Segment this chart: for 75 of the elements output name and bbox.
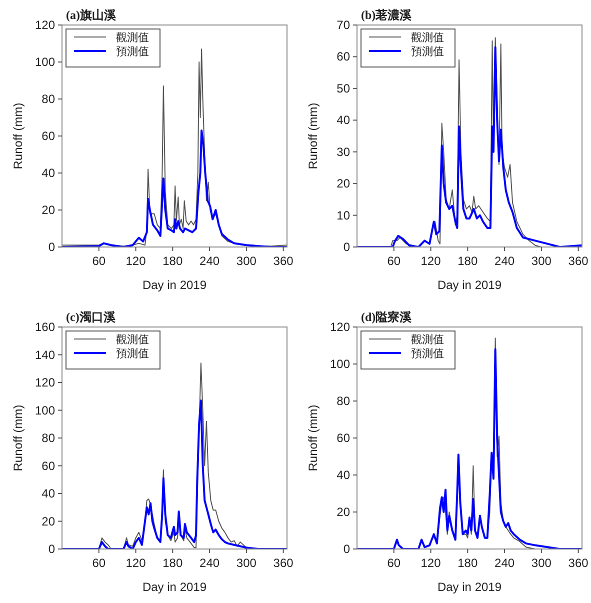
x-tick-label: 300 xyxy=(236,556,257,570)
y-tick-label: 20 xyxy=(42,514,56,528)
legend-label: 觀測值 xyxy=(411,333,444,346)
y-tick-label: 10 xyxy=(336,208,350,222)
y-tick-label: 0 xyxy=(343,240,350,254)
x-tick-label: 240 xyxy=(494,556,515,570)
x-tick-label: 240 xyxy=(494,254,515,268)
x-tick-label: 120 xyxy=(126,254,146,268)
x-tick-label: 180 xyxy=(162,254,183,268)
y-tick-label: 70 xyxy=(336,18,350,32)
legend-label: 預測值 xyxy=(411,348,444,360)
x-tick-label: 240 xyxy=(200,254,220,268)
x-tick-label: 120 xyxy=(126,556,146,570)
y-tick-label: 80 xyxy=(42,92,56,106)
x-tick-label: 360 xyxy=(568,556,589,570)
y-axis-title: Runoff (mm) xyxy=(306,102,320,170)
y-tick-label: 60 xyxy=(336,431,350,445)
legend-label: 觀測值 xyxy=(116,31,149,44)
y-tick-label: 20 xyxy=(336,176,350,191)
x-axis-title: Day in 2019 xyxy=(437,580,502,594)
x-tick-label: 120 xyxy=(420,556,442,570)
y-tick-label: 80 xyxy=(42,431,56,445)
y-tick-label: 60 xyxy=(42,129,56,143)
legend-label: 觀測值 xyxy=(116,333,149,346)
legend-label: 觀測值 xyxy=(411,31,444,44)
y-tick-label: 30 xyxy=(336,144,350,159)
x-tick-label: 60 xyxy=(387,254,401,268)
x-tick-label: 60 xyxy=(387,556,401,570)
y-tick-label: 100 xyxy=(330,357,350,371)
y-tick-label: 40 xyxy=(42,486,56,500)
y-tick-label: 40 xyxy=(336,113,350,128)
y-tick-label: 100 xyxy=(34,55,56,69)
y-tick-label: 100 xyxy=(34,403,56,418)
legend-label: 預測值 xyxy=(116,46,149,58)
x-axis-title: Day in 2019 xyxy=(437,278,502,292)
y-tick-label: 40 xyxy=(336,468,350,482)
y-tick-label: 120 xyxy=(330,320,350,334)
x-tick-label: 180 xyxy=(458,556,478,570)
x-tick-label: 300 xyxy=(531,556,552,570)
y-tick-label: 0 xyxy=(48,542,56,556)
x-tick-label: 300 xyxy=(531,254,552,268)
chart-title: (c)濁口溪 xyxy=(66,310,116,324)
y-axis-title: Runoff (mm) xyxy=(11,404,25,472)
y-tick-label: 20 xyxy=(336,505,350,519)
x-tick-label: 360 xyxy=(273,254,294,268)
y-tick-label: 160 xyxy=(34,320,56,334)
y-tick-label: 20 xyxy=(42,203,56,217)
chart-title: (a)旗山溪 xyxy=(66,8,117,22)
x-tick-label: 240 xyxy=(200,556,220,570)
chart-title: (b)荖濃溪 xyxy=(361,8,413,22)
y-tick-label: 120 xyxy=(34,376,56,390)
y-tick-label: 0 xyxy=(48,240,56,254)
y-tick-label: 60 xyxy=(336,50,350,64)
y-tick-label: 40 xyxy=(42,166,56,180)
x-axis-title: Day in 2019 xyxy=(142,580,207,594)
chart-title: (d)隘寮溪 xyxy=(361,310,413,324)
y-tick-label: 120 xyxy=(34,18,56,32)
x-axis-title: Day in 2019 xyxy=(142,278,207,292)
legend-label: 預測值 xyxy=(116,348,149,360)
x-tick-label: 60 xyxy=(92,254,106,268)
x-tick-label: 180 xyxy=(162,556,183,570)
x-tick-label: 360 xyxy=(568,254,589,268)
legend-label: 預測值 xyxy=(411,46,444,58)
x-tick-label: 120 xyxy=(420,254,442,268)
y-tick-label: 0 xyxy=(343,542,350,556)
y-tick-label: 140 xyxy=(34,348,56,362)
x-tick-label: 300 xyxy=(236,254,257,268)
y-tick-label: 60 xyxy=(42,458,56,473)
x-tick-label: 180 xyxy=(458,254,478,268)
x-tick-label: 60 xyxy=(92,556,106,570)
y-axis-title: Runoff (mm) xyxy=(306,404,320,472)
y-tick-label: 50 xyxy=(336,81,350,96)
y-axis-title: Runoff (mm) xyxy=(11,102,25,170)
y-tick-label: 80 xyxy=(336,394,350,408)
x-tick-label: 360 xyxy=(273,556,294,570)
